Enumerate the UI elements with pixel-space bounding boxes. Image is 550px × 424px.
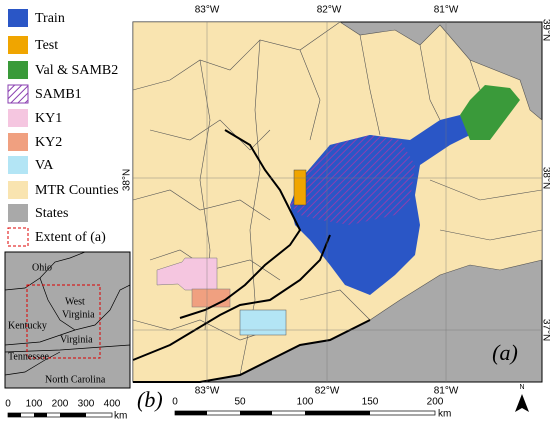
inset-background	[4, 251, 131, 389]
scale-bar	[305, 411, 370, 415]
legend-label: Val & SAMB2	[35, 63, 118, 78]
graticule-label: 83°W	[195, 386, 220, 397]
samb1-area	[290, 135, 415, 225]
legend-swatch	[7, 84, 29, 104]
legend-label: KY2	[35, 135, 62, 150]
inset-label: West	[65, 296, 85, 307]
legend-label: Extent of (a)	[35, 230, 106, 245]
graticule-label: 82°W	[315, 386, 340, 397]
scale-label: 300	[78, 399, 95, 410]
inset-scale-bar: 0 100 200 300 400 km	[5, 399, 127, 422]
legend: Train Test Val & SAMB2 SAMB1 KY1 KY2 VA …	[7, 9, 119, 247]
legend-label: SAMB1	[35, 87, 82, 102]
north-arrow-shape	[515, 394, 529, 412]
scale-unit: km	[438, 409, 451, 420]
test-area	[293, 169, 307, 206]
north-arrow: N	[515, 384, 529, 412]
inset-label: Ohio	[32, 262, 52, 273]
inset-label: Tennessee	[8, 351, 50, 362]
legend-swatch	[8, 61, 28, 79]
scale-label: 100	[26, 399, 43, 410]
scale-bar	[60, 413, 86, 417]
inset-state-line	[39, 277, 131, 331]
legend-swatch	[8, 109, 28, 127]
scale-label: 150	[362, 397, 379, 408]
legend-swatch	[8, 9, 28, 27]
graticule-label: 38°N	[540, 167, 550, 189]
scale-bar	[8, 413, 21, 417]
graticule-label: 37°N	[540, 319, 550, 341]
graticule-label: 83°W	[195, 5, 220, 16]
inset-state-line	[4, 351, 61, 376]
scale-label: 200	[52, 399, 69, 410]
panel-label: (b)	[137, 387, 163, 412]
va-area	[239, 309, 287, 336]
scale-label: 100	[297, 397, 314, 408]
val-samb2-area	[460, 85, 520, 140]
legend-swatch	[8, 36, 28, 54]
legend-swatch	[7, 227, 29, 247]
legend-label: KY1	[35, 111, 62, 126]
inset-state-line	[4, 251, 86, 291]
scale-unit: km	[114, 411, 127, 422]
scale-label: 50	[234, 397, 246, 408]
scale-label: 0	[172, 397, 178, 408]
north-label: N	[519, 384, 524, 391]
scale-bar	[240, 411, 272, 415]
legend-label: States	[35, 206, 68, 221]
main-scale-bar: 0 50 100 150 200 km	[172, 397, 451, 420]
graticule-label: 82°W	[317, 5, 342, 16]
legend-swatch	[8, 133, 28, 151]
panel-label: (a)	[492, 340, 518, 365]
inset-label: Virginia	[62, 309, 95, 320]
scale-bar	[34, 413, 47, 417]
state-borders	[132, 129, 371, 383]
graticule-label: 81°W	[434, 5, 459, 16]
graticule-label: 39°N	[540, 19, 550, 41]
legend-swatch	[8, 181, 28, 199]
inset-state-line	[4, 329, 76, 346]
graticule-label: 38°N	[122, 169, 133, 191]
legend-swatch	[8, 204, 28, 222]
inset-label: Kentucky	[8, 320, 47, 331]
inset-map: Ohio West Virginia Kentucky Virginia Ten…	[4, 251, 131, 389]
extent-box	[26, 284, 101, 359]
scale-label: 0	[5, 399, 11, 410]
legend-label: MTR Counties	[35, 183, 119, 198]
scale-label: 200	[427, 397, 444, 408]
graticule-label: 81°W	[434, 386, 459, 397]
inset-label: North Carolina	[45, 374, 106, 385]
ky2-area	[191, 288, 231, 308]
legend-swatch	[8, 156, 28, 174]
main-map: (a)	[132, 21, 543, 383]
legend-label: Test	[35, 38, 58, 53]
legend-label: VA	[35, 158, 54, 173]
legend-label: Train	[35, 11, 65, 26]
scale-bar	[175, 411, 207, 415]
scale-label: 400	[104, 399, 121, 410]
inset-label: Virginia	[60, 334, 93, 345]
inset-state-line	[4, 344, 131, 353]
